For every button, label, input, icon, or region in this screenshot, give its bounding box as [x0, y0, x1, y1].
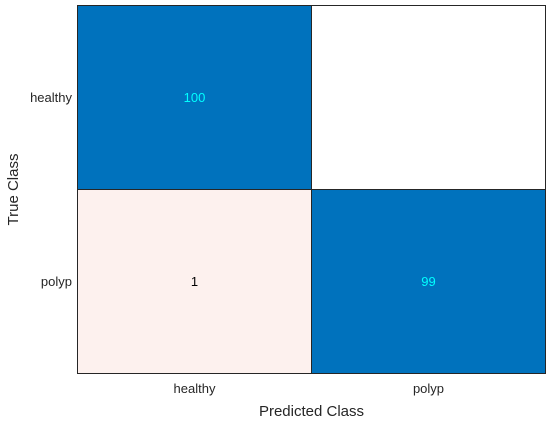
cell-value-polyp-polyp: 99	[421, 274, 435, 289]
cell-value-healthy-healthy: 100	[184, 90, 206, 105]
y-axis-tick-labels: healthy polyp	[30, 90, 72, 289]
x-tick-label-polyp: polyp	[413, 381, 444, 396]
x-tick-label-healthy: healthy	[174, 381, 216, 396]
matrix-cell-polyp-polyp	[311, 189, 546, 374]
y-tick-label-healthy: healthy	[30, 90, 72, 105]
matrix-cells	[77, 5, 546, 374]
x-axis-tick-labels: healthy polyp	[174, 381, 445, 396]
cell-value-polyp-healthy: 1	[191, 274, 198, 289]
plot-border	[77, 5, 546, 374]
matrix-cell-labels: 100 1 99	[184, 90, 436, 289]
x-axis-label: Predicted Class	[259, 403, 364, 420]
y-tick-label-polyp: polyp	[41, 274, 72, 289]
matrix-cell-healthy-healthy	[77, 5, 312, 190]
y-axis-label: True Class	[5, 154, 22, 226]
matrix-cell-polyp-healthy	[77, 189, 312, 374]
matrix-cell-healthy-polyp	[311, 5, 546, 190]
